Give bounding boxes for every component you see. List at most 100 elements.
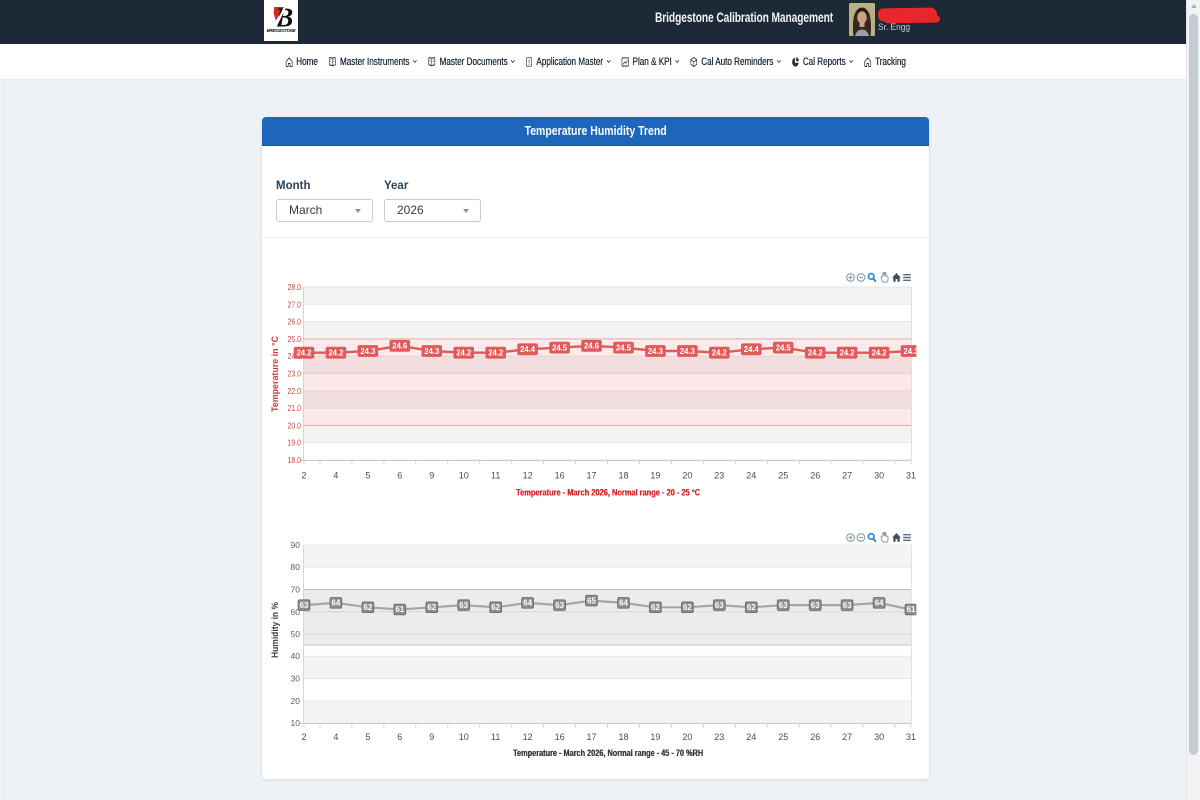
- svg-text:30: 30: [874, 732, 884, 742]
- svg-text:Temperature - March 2026, Norm: Temperature - March 2026, Normal range -…: [516, 488, 700, 499]
- svg-text:50: 50: [291, 629, 301, 639]
- svg-text:4: 4: [333, 732, 338, 742]
- svg-text:25.0: 25.0: [288, 334, 302, 344]
- svg-text:10: 10: [459, 471, 469, 481]
- svg-text:16: 16: [555, 732, 565, 742]
- svg-text:24.2: 24.2: [328, 348, 343, 358]
- svg-text:20: 20: [682, 732, 692, 742]
- svg-text:2: 2: [301, 732, 306, 742]
- svg-text:22.0: 22.0: [288, 386, 302, 396]
- svg-text:61: 61: [395, 605, 404, 614]
- svg-text:25: 25: [778, 732, 788, 742]
- svg-text:63: 63: [555, 601, 564, 610]
- svg-text:24.5: 24.5: [552, 342, 567, 352]
- svg-text:62: 62: [747, 603, 756, 612]
- svg-text:31: 31: [906, 732, 916, 742]
- svg-text:6: 6: [397, 471, 402, 481]
- svg-text:24.2: 24.2: [808, 348, 823, 358]
- svg-text:62: 62: [651, 603, 660, 612]
- svg-text:26: 26: [810, 471, 820, 481]
- svg-text:27: 27: [842, 732, 852, 742]
- svg-text:28.0: 28.0: [288, 282, 302, 292]
- svg-text:18: 18: [618, 732, 628, 742]
- svg-text:90: 90: [291, 540, 301, 550]
- svg-text:27: 27: [842, 471, 852, 481]
- svg-text:23: 23: [714, 471, 724, 481]
- svg-text:12: 12: [523, 732, 533, 742]
- svg-text:24.3: 24.3: [904, 346, 919, 356]
- svg-text:62: 62: [364, 603, 373, 612]
- svg-text:9: 9: [429, 732, 434, 742]
- svg-text:19: 19: [650, 471, 660, 481]
- svg-text:24.3: 24.3: [360, 346, 375, 356]
- svg-text:24.5: 24.5: [616, 342, 631, 352]
- svg-text:11: 11: [491, 471, 500, 481]
- svg-text:63: 63: [843, 601, 852, 610]
- svg-text:17: 17: [586, 471, 596, 481]
- svg-text:24: 24: [746, 471, 756, 481]
- svg-text:B: B: [274, 2, 293, 32]
- svg-text:63: 63: [779, 601, 788, 610]
- svg-text:61: 61: [907, 605, 916, 614]
- svg-text:25: 25: [778, 471, 788, 481]
- svg-text:24.4: 24.4: [744, 344, 759, 354]
- svg-text:6: 6: [397, 732, 402, 742]
- svg-text:Temperature in °C: Temperature in °C: [270, 336, 280, 412]
- svg-text:17: 17: [586, 732, 596, 742]
- svg-text:60: 60: [291, 607, 301, 617]
- svg-text:24.5: 24.5: [776, 342, 791, 352]
- svg-text:24.3: 24.3: [680, 346, 695, 356]
- svg-text:23: 23: [714, 732, 724, 742]
- svg-text:63: 63: [300, 601, 309, 610]
- svg-text:70: 70: [291, 585, 301, 595]
- svg-text:2: 2: [301, 471, 306, 481]
- svg-text:Temperature - March 2026, Norm: Temperature - March 2026, Normal range -…: [513, 748, 703, 759]
- svg-text:62: 62: [683, 603, 692, 612]
- svg-text:24.2: 24.2: [488, 348, 503, 358]
- svg-text:24: 24: [746, 732, 756, 742]
- svg-text:24.2: 24.2: [456, 348, 471, 358]
- svg-text:40: 40: [291, 651, 301, 661]
- svg-text:63: 63: [811, 601, 820, 610]
- svg-text:64: 64: [523, 599, 532, 608]
- svg-text:64: 64: [332, 599, 341, 608]
- svg-text:26: 26: [810, 732, 820, 742]
- svg-text:20: 20: [682, 471, 692, 481]
- svg-text:64: 64: [619, 599, 628, 608]
- svg-text:63: 63: [459, 601, 468, 610]
- svg-text:20: 20: [291, 696, 301, 706]
- svg-text:80: 80: [291, 562, 301, 572]
- svg-text:24.3: 24.3: [648, 346, 663, 356]
- svg-text:30: 30: [874, 471, 884, 481]
- svg-text:65: 65: [587, 596, 596, 605]
- svg-text:24.3: 24.3: [424, 346, 439, 356]
- svg-text:10: 10: [459, 732, 469, 742]
- svg-text:19.0: 19.0: [288, 438, 302, 448]
- svg-text:64: 64: [875, 599, 884, 608]
- svg-text:24.2: 24.2: [840, 348, 855, 358]
- svg-text:62: 62: [427, 603, 436, 612]
- svg-text:5: 5: [365, 732, 370, 742]
- svg-text:4: 4: [333, 471, 338, 481]
- svg-text:21.0: 21.0: [288, 403, 302, 413]
- svg-text:18: 18: [618, 471, 628, 481]
- svg-text:30: 30: [291, 674, 301, 684]
- svg-text:62: 62: [491, 603, 500, 612]
- svg-text:27.0: 27.0: [288, 299, 302, 309]
- svg-text:Humidity in %: Humidity in %: [270, 602, 280, 658]
- svg-text:31: 31: [906, 471, 916, 481]
- svg-text:24.2: 24.2: [872, 348, 887, 358]
- svg-text:10: 10: [291, 718, 301, 728]
- svg-text:24.2: 24.2: [712, 348, 727, 358]
- svg-text:63: 63: [715, 601, 724, 610]
- svg-text:BRIDGESTONE: BRIDGESTONE: [267, 28, 297, 33]
- svg-text:26.0: 26.0: [288, 317, 302, 327]
- svg-text:18.0: 18.0: [288, 455, 302, 465]
- svg-text:5: 5: [365, 471, 370, 481]
- svg-text:23.0: 23.0: [288, 369, 302, 379]
- svg-text:24.2: 24.2: [297, 348, 312, 358]
- svg-text:9: 9: [429, 471, 434, 481]
- svg-text:24.6: 24.6: [392, 341, 407, 351]
- svg-text:19: 19: [650, 732, 660, 742]
- svg-text:24.4: 24.4: [520, 344, 535, 354]
